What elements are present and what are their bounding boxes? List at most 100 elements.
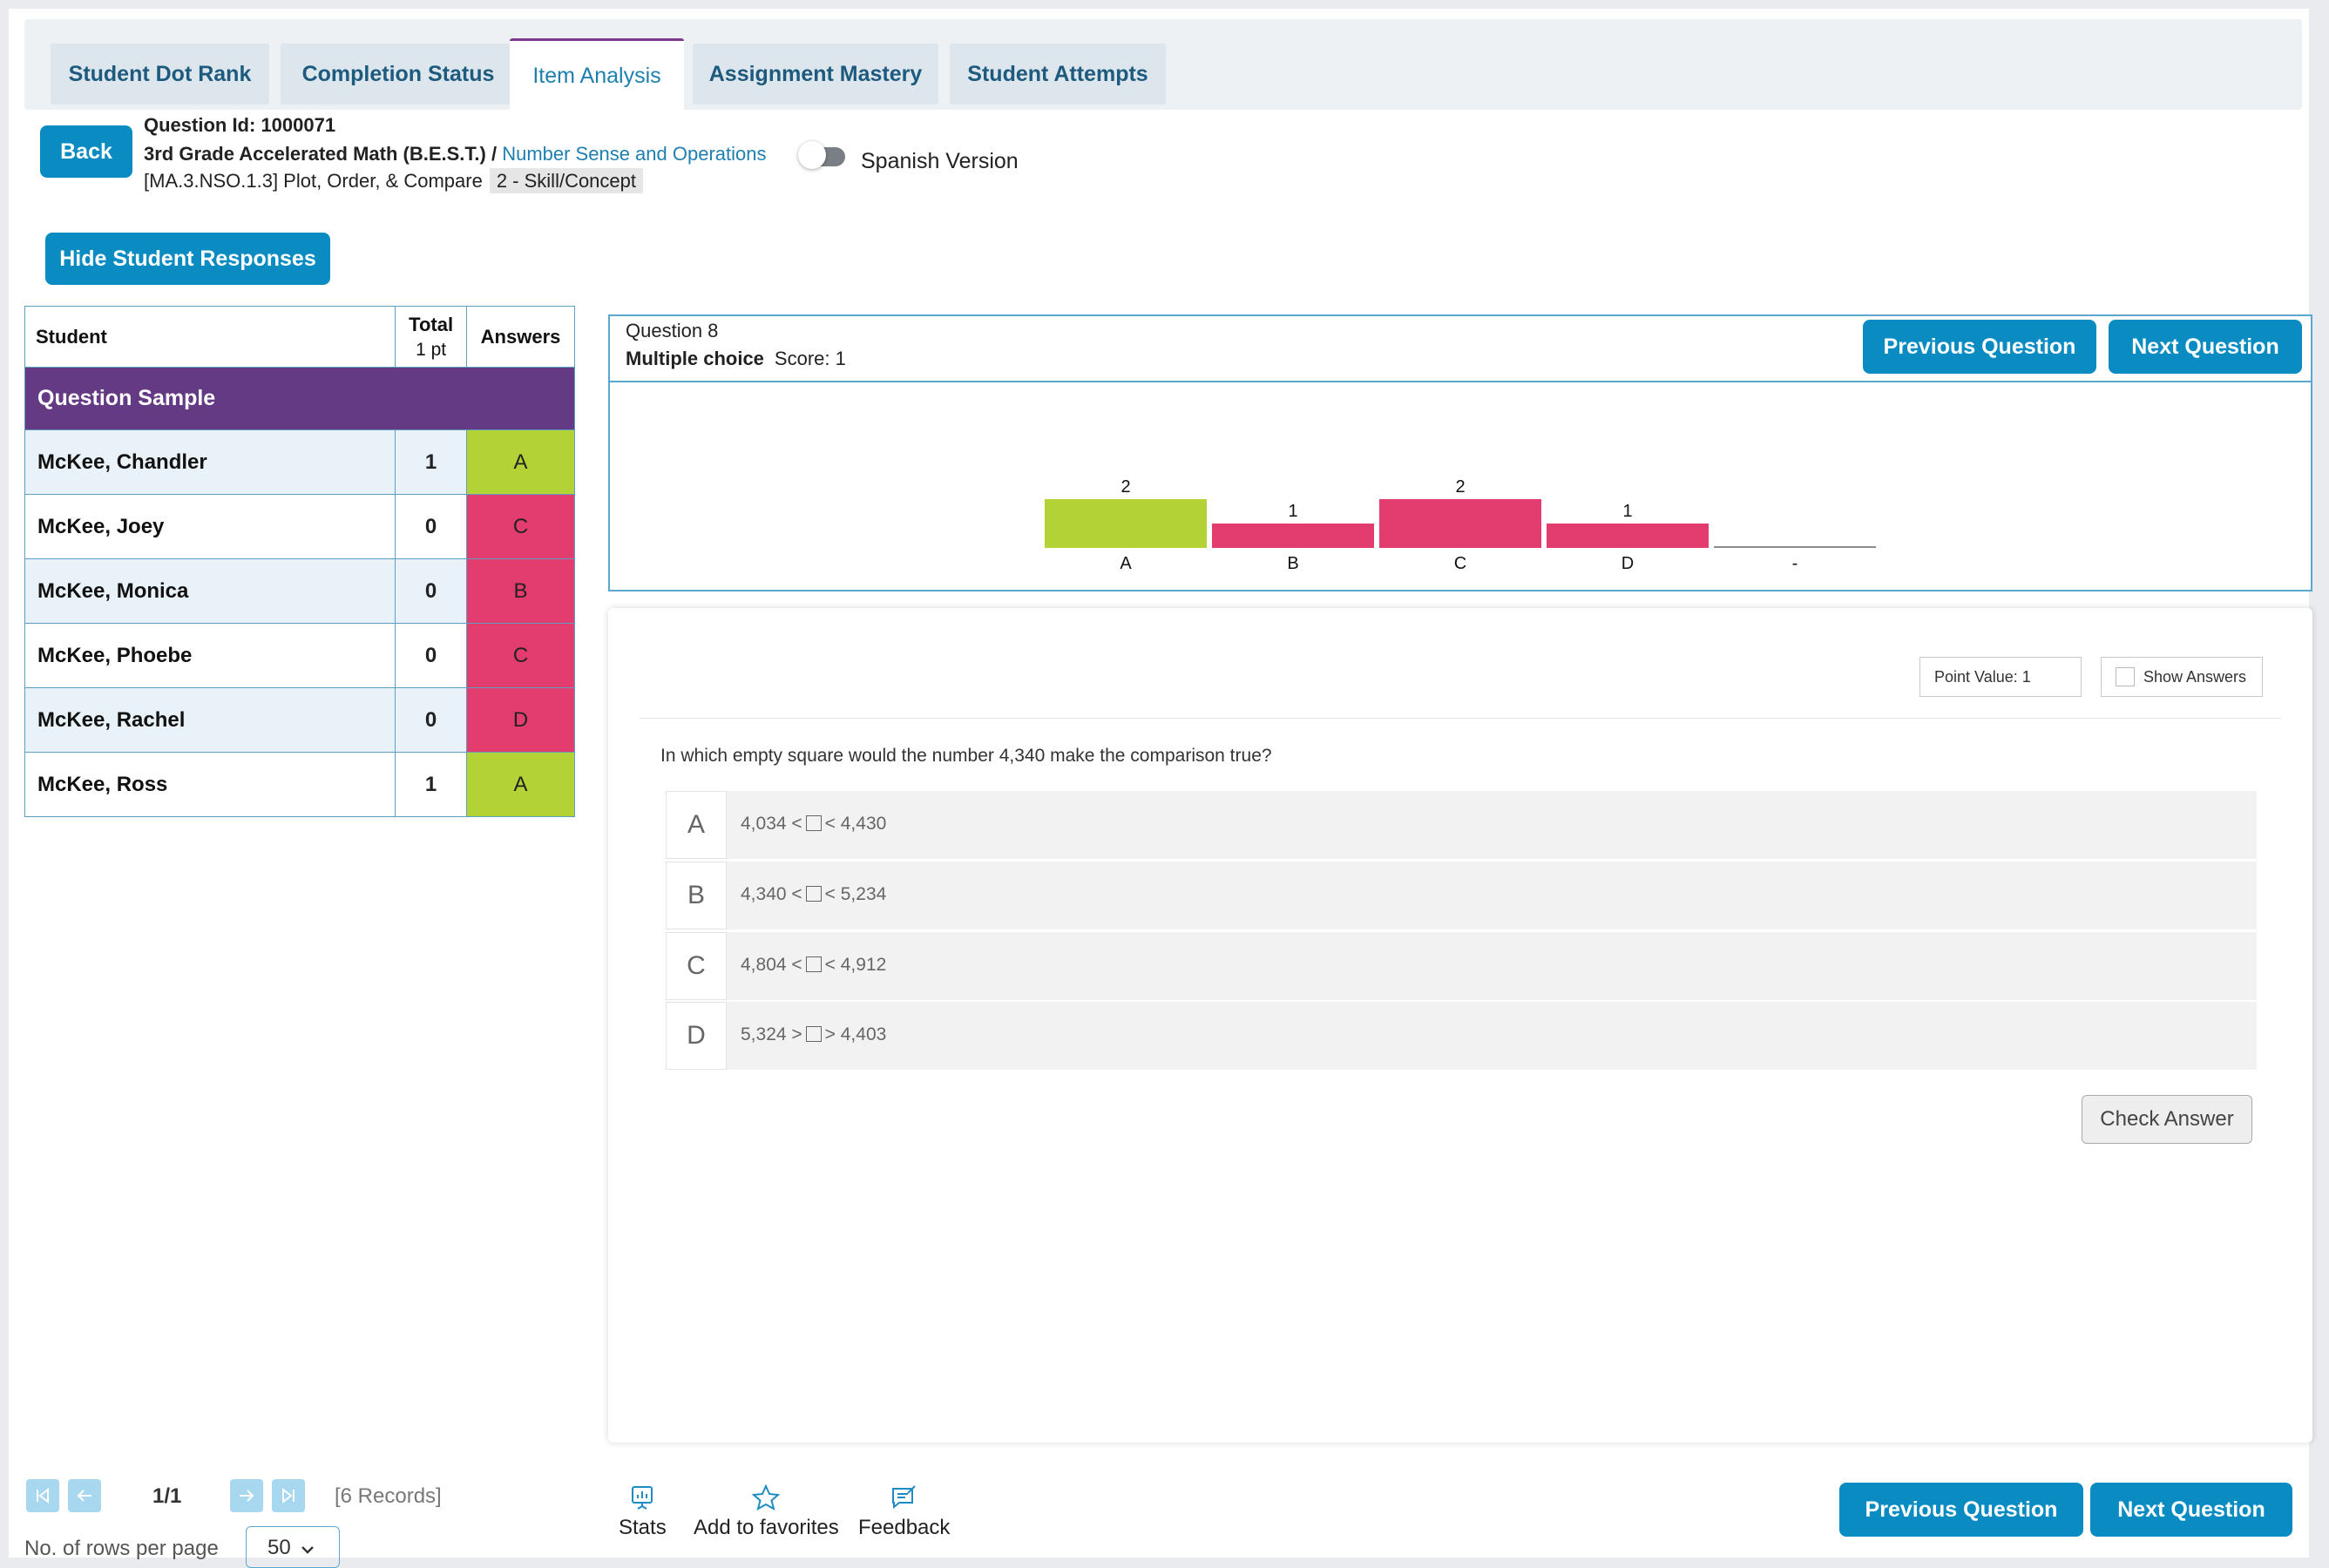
table-row[interactable]: McKee, Phoebe 0 C bbox=[24, 623, 575, 688]
next-question-button-top[interactable]: Next Question bbox=[2109, 320, 2302, 374]
bar-a bbox=[1045, 499, 1207, 548]
question-id: Question Id: 1000071 bbox=[144, 114, 336, 136]
student-answer: D bbox=[466, 687, 575, 753]
category-label: D bbox=[1621, 554, 1634, 573]
feedback-icon bbox=[891, 1485, 916, 1510]
checkbox-box bbox=[2116, 667, 2135, 686]
tab-assignment-mastery[interactable]: Assignment Mastery bbox=[693, 44, 938, 105]
previous-question-button-top[interactable]: Previous Question bbox=[1863, 320, 2096, 374]
stats-action[interactable]: Stats bbox=[619, 1484, 667, 1540]
rows-per-page-value: 50 bbox=[267, 1536, 291, 1559]
choice-letter: D bbox=[666, 1002, 727, 1070]
star-icon bbox=[752, 1484, 781, 1511]
previous-page-icon[interactable] bbox=[68, 1479, 101, 1512]
rows-per-page-select[interactable]: 50 bbox=[246, 1526, 340, 1568]
student-total: 1 bbox=[395, 752, 468, 817]
topic-link[interactable]: Number Sense and Operations bbox=[502, 143, 767, 165]
choice-letter: A bbox=[666, 791, 727, 859]
col-total[interactable]: Total 1 pt bbox=[395, 306, 468, 368]
empty-square-icon bbox=[805, 886, 822, 902]
category-label: - bbox=[1792, 554, 1798, 573]
level-chip: 2 - Skill/Concept bbox=[489, 168, 644, 193]
question-preview: Point Value: 1 Show Answers In which emp… bbox=[608, 608, 2312, 1443]
table-row[interactable]: McKee, Ross 1 A bbox=[24, 752, 575, 817]
last-page-icon[interactable] bbox=[272, 1479, 305, 1512]
student-name: McKee, Chandler bbox=[24, 429, 396, 495]
student-name: McKee, Monica bbox=[24, 558, 396, 624]
question-type: Multiple choice bbox=[626, 348, 764, 369]
empty-square-icon bbox=[805, 815, 822, 831]
choice-text: 4,804 < < 4,912 bbox=[741, 955, 886, 976]
spanish-version-toggle[interactable] bbox=[798, 139, 845, 169]
tab-bar: Student Dot Rank Completion Status Item … bbox=[24, 19, 2302, 112]
check-answer-button[interactable]: Check Answer bbox=[2082, 1095, 2252, 1144]
choice-a[interactable]: A 4,034 < < 4,430 bbox=[666, 791, 2257, 859]
stats-label: Stats bbox=[619, 1516, 667, 1539]
table-row[interactable]: McKee, Rachel 0 D bbox=[24, 687, 575, 753]
category-label: C bbox=[1454, 554, 1466, 573]
table-row[interactable]: McKee, Joey 0 C bbox=[24, 494, 575, 559]
col-total-points: 1 pt bbox=[416, 339, 447, 360]
choice-letter: B bbox=[666, 862, 727, 929]
col-answers[interactable]: Answers bbox=[466, 306, 575, 368]
point-value-field[interactable]: Point Value: 1 bbox=[1919, 657, 2082, 697]
rows-per-page-label: No. of rows per page bbox=[24, 1537, 219, 1560]
chevron-down-icon bbox=[301, 1536, 315, 1560]
student-answer: B bbox=[466, 558, 575, 624]
tab-student-attempts[interactable]: Student Attempts bbox=[950, 44, 1166, 105]
col-student[interactable]: Student bbox=[24, 306, 396, 368]
table-row[interactable]: McKee, Monica 0 B bbox=[24, 558, 575, 624]
bar-value-label: 2 bbox=[1455, 477, 1465, 497]
choice-left: 5,324 > bbox=[741, 1024, 802, 1044]
empty-square-icon bbox=[805, 956, 822, 972]
next-question-button-bottom[interactable]: Next Question bbox=[2090, 1483, 2292, 1537]
choice-left: 4,340 < bbox=[741, 884, 802, 904]
course-name: 3rd Grade Accelerated Math (B.E.S.T.) / bbox=[144, 143, 503, 165]
empty-square-icon bbox=[805, 1026, 822, 1042]
first-page-icon[interactable] bbox=[26, 1479, 59, 1512]
choice-letter: C bbox=[666, 932, 727, 1000]
student-total: 0 bbox=[395, 623, 468, 688]
choice-text: 4,340 < < 5,234 bbox=[741, 884, 886, 905]
choice-right: < 5,234 bbox=[824, 884, 887, 904]
question-number: Question 8 bbox=[626, 320, 719, 341]
choice-right: < 4,912 bbox=[824, 955, 887, 975]
choice-left: 4,804 < bbox=[741, 955, 802, 975]
choice-text: 4,034 < < 4,430 bbox=[741, 814, 886, 835]
tab-completion-status[interactable]: Completion Status bbox=[281, 44, 516, 105]
category-label: A bbox=[1120, 554, 1132, 573]
spanish-version-label: Spanish Version bbox=[861, 149, 1019, 173]
table-row[interactable]: McKee, Chandler 1 A bbox=[24, 429, 575, 495]
col-total-label: Total bbox=[409, 313, 454, 335]
feedback-action[interactable]: Feedback bbox=[858, 1484, 950, 1540]
student-answer: C bbox=[466, 623, 575, 688]
question-header: Question 8 Multiple choice Score: 1 Previ… bbox=[610, 316, 2311, 382]
student-name: McKee, Rachel bbox=[24, 687, 396, 753]
student-total: 0 bbox=[395, 687, 468, 753]
standard-line: [MA.3.NSO.1.3] Plot, Order, & Compare 2 -… bbox=[144, 168, 644, 193]
choice-d[interactable]: D 5,324 > > 4,403 bbox=[666, 1002, 2257, 1070]
student-table: Student Total 1 pt Answers Question Sampl… bbox=[24, 306, 575, 817]
choice-left: 4,034 < bbox=[741, 814, 802, 834]
add-to-favorites-action[interactable]: Add to favorites bbox=[694, 1484, 839, 1540]
tab-item-analysis[interactable]: Item Analysis bbox=[510, 38, 684, 112]
records-count: [6 Records] bbox=[335, 1484, 442, 1508]
tab-student-dot-rank[interactable]: Student Dot Rank bbox=[51, 44, 269, 105]
bar-b bbox=[1212, 524, 1374, 548]
next-page-icon[interactable] bbox=[230, 1479, 263, 1512]
breadcrumb: 3rd Grade Accelerated Math (B.E.S.T.) / … bbox=[144, 143, 767, 166]
hide-student-responses-button[interactable]: Hide Student Responses bbox=[45, 233, 330, 285]
question-sample-row[interactable]: Question Sample bbox=[24, 367, 575, 430]
back-button[interactable]: Back bbox=[40, 125, 132, 178]
bar-value-label: 2 bbox=[1120, 477, 1130, 497]
question-panel: Question 8 Multiple choice Score: 1 Previ… bbox=[608, 314, 2312, 591]
bar-value-label: 1 bbox=[1622, 502, 1632, 521]
choice-right: > 4,403 bbox=[824, 1024, 887, 1044]
bar-value-label: 1 bbox=[1288, 502, 1297, 521]
choice-c[interactable]: C 4,804 < < 4,912 bbox=[666, 932, 2257, 1000]
page-indicator: 1/1 bbox=[152, 1484, 182, 1508]
choice-b[interactable]: B 4,340 < < 5,234 bbox=[666, 862, 2257, 929]
bar-c bbox=[1379, 499, 1541, 548]
show-answers-checkbox[interactable]: Show Answers bbox=[2101, 657, 2263, 697]
previous-question-button-bottom[interactable]: Previous Question bbox=[1839, 1483, 2083, 1537]
